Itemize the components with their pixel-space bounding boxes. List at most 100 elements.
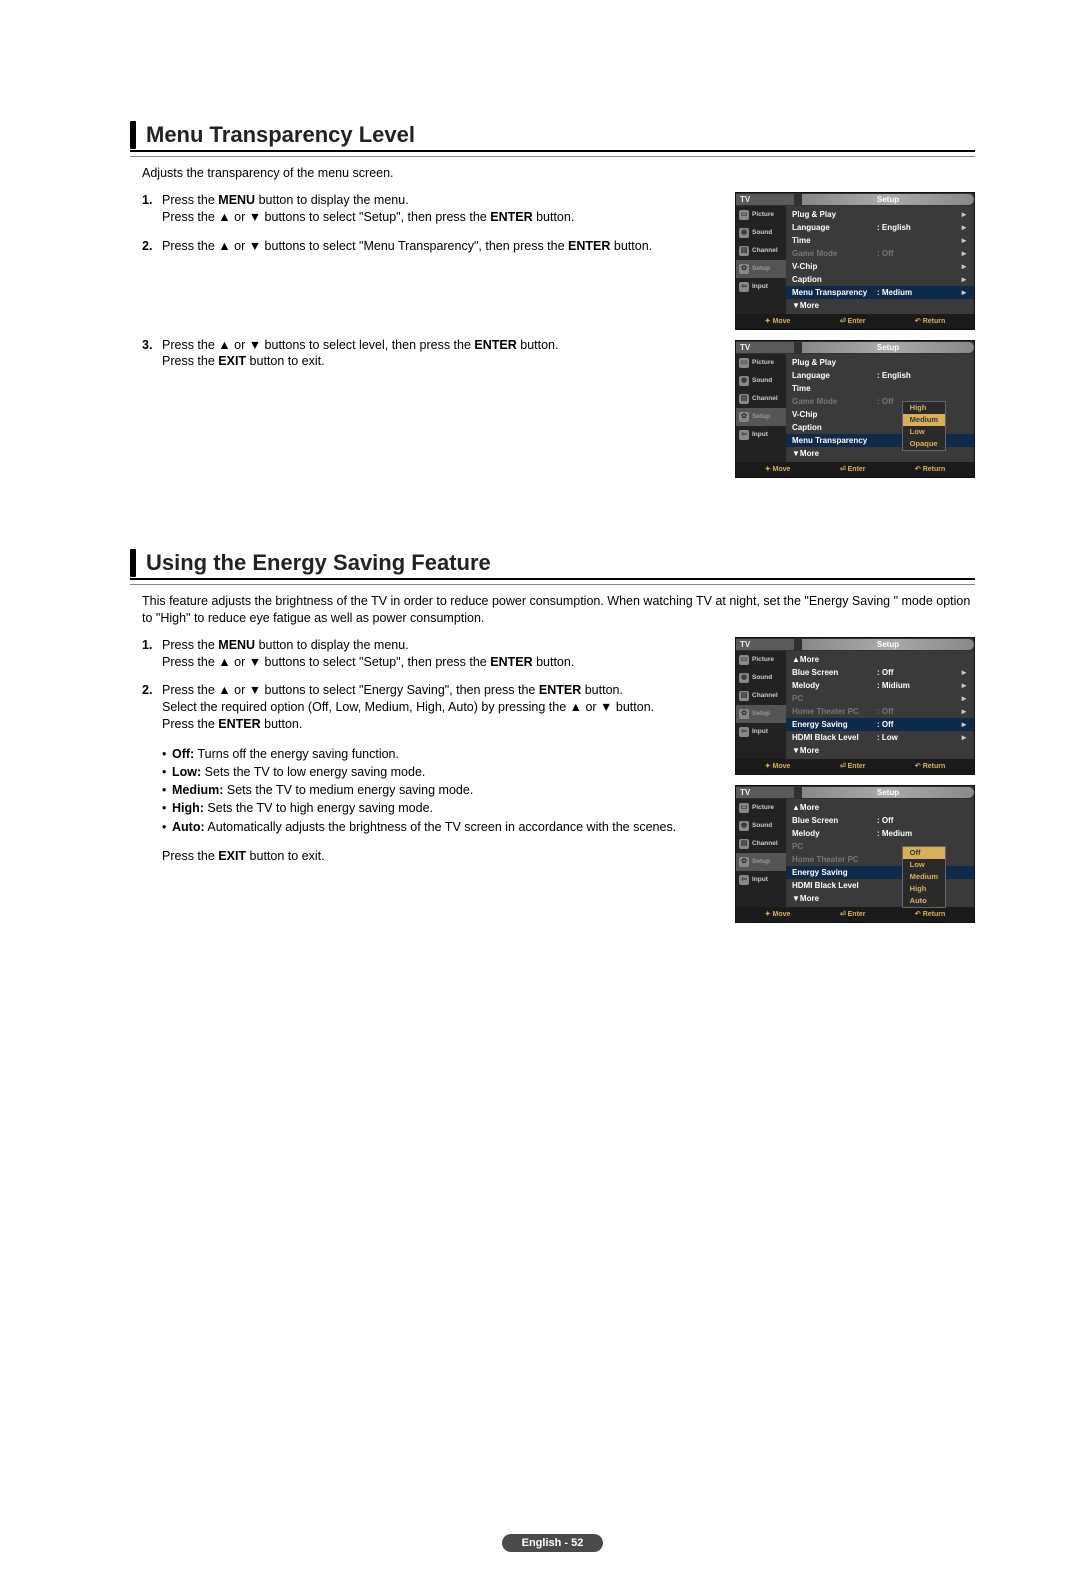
osd-row-label: Caption [792, 423, 877, 432]
osd-row-label: Plug & Play [792, 210, 877, 219]
step-number: 2. [142, 682, 162, 733]
osd-row-label: Melody [792, 681, 877, 690]
osd-side-icon: ⇦ [739, 727, 749, 737]
osd-row-label: Time [792, 236, 877, 245]
osd-side-icon: ◉ [739, 821, 749, 831]
osd-side-icon: ◉ [739, 228, 749, 238]
osd-side-icon: ▭ [739, 803, 749, 813]
osd-side-item: ✿Setup [736, 705, 786, 723]
section2-steps: 1.Press the MENU button to display the m… [130, 637, 713, 733]
osd-popup-item: Low [903, 426, 945, 438]
divider [130, 584, 975, 585]
osd-row-value: Midium [877, 681, 958, 690]
osd-row-label: Game Mode [792, 397, 877, 406]
osd-row-label: Game Mode [792, 249, 877, 258]
osd-side-icon: ▤ [739, 691, 749, 701]
osd-row-value: Medium [877, 288, 958, 297]
osd-side-icon: ⇦ [739, 430, 749, 440]
osd-side-icon: ▤ [739, 246, 749, 256]
section-bar-icon [130, 121, 136, 149]
osd-footer-return: ↶ Return [915, 910, 945, 918]
divider [130, 156, 975, 157]
osd-footer: ✦ Move⏎ Enter↶ Return [736, 759, 974, 774]
chevron-right-icon: ► [958, 668, 968, 677]
osd-row-label: Energy Saving [792, 720, 877, 729]
chevron-right-icon: ► [958, 288, 968, 297]
osd-side-item: ⇦Input [736, 278, 786, 296]
osd-row: Plug & Play► [786, 208, 974, 221]
step-text: Press the MENU button to display the men… [162, 637, 713, 671]
osd-side-item: ✿Setup [736, 408, 786, 426]
osd-row: ▲More [786, 653, 974, 666]
osd-side-label: Picture [752, 359, 774, 366]
osd-main: ▲MoreBlue ScreenOff►MelodyMidium►PC►Home… [786, 651, 974, 759]
page-footer: English - 52 [130, 1533, 975, 1552]
osd-side-label: Setup [752, 413, 770, 420]
osd-footer-return: ↶ Return [915, 317, 945, 325]
osd-screenshot-3: TVSetup▭Picture◉Sound▤Channel✿Setup⇦Inpu… [735, 637, 975, 775]
step-number: 1. [142, 192, 162, 226]
osd-row-label: Time [792, 384, 877, 393]
osd-row: Energy SavingOff► [786, 718, 974, 731]
osd-side-label: Picture [752, 656, 774, 663]
osd-row-label: Menu Transparency [792, 288, 877, 297]
osd-footer: ✦ Move⏎ Enter↶ Return [736, 314, 974, 329]
chevron-right-icon: ► [958, 694, 968, 703]
step-number: 1. [142, 637, 162, 671]
osd-header: TVSetup [736, 786, 974, 799]
osd-row-value: Off [877, 707, 958, 716]
bullet-item: Low: Sets the TV to low energy saving mo… [162, 763, 713, 781]
section-header-1: Menu Transparency Level [130, 120, 975, 152]
bullet-item: Off: Turns off the energy saving functio… [162, 745, 713, 763]
osd-footer-enter: ⏎ Enter [840, 910, 866, 918]
osd-sidebar: ▭Picture◉Sound▤Channel✿Setup⇦Input [736, 354, 786, 462]
osd-row-label: Energy Saving [792, 868, 877, 877]
osd-tab-setup: Setup [802, 639, 974, 650]
osd-row: LanguageEnglish [786, 369, 974, 382]
osd-row-value: Off [877, 668, 958, 677]
osd-side-label: Channel [752, 840, 778, 847]
section-title-1: Menu Transparency Level [142, 120, 421, 150]
chevron-right-icon: ► [958, 707, 968, 716]
osd-row-label: Plug & Play [792, 358, 877, 367]
step-text: Press the ▲ or ▼ buttons to select "Ener… [162, 682, 713, 733]
osd-screenshot-1: TVSetup▭Picture◉Sound▤Channel✿Setup⇦Inpu… [735, 192, 975, 330]
osd-popup-item: Opaque [903, 438, 945, 450]
osd-side-label: Input [752, 876, 768, 883]
osd-row-label: ▼More [792, 746, 877, 755]
osd-side-label: Channel [752, 247, 778, 254]
bullet-item: Medium: Sets the TV to medium energy sav… [162, 781, 713, 799]
osd-popup-item: Low [903, 859, 945, 871]
osd-row: PC► [786, 692, 974, 705]
osd-side-label: Setup [752, 265, 770, 272]
osd-side-label: Setup [752, 710, 770, 717]
osd-row-label: ▼More [792, 301, 877, 310]
osd-side-item: ✿Setup [736, 260, 786, 278]
osd-side-icon: ▭ [739, 655, 749, 665]
osd-main: Plug & Play LanguageEnglish Time Game Mode O… [786, 354, 974, 462]
osd-side-item: ▭Picture [736, 651, 786, 669]
chevron-right-icon: ► [958, 733, 968, 742]
osd-side-label: Sound [752, 674, 772, 681]
osd-row: Caption► [786, 273, 974, 286]
osd-sidebar: ▭Picture◉Sound▤Channel✿Setup⇦Input [736, 799, 786, 907]
osd-footer-enter: ⏎ Enter [840, 762, 866, 770]
osd-popup: OffLowMediumHighAuto [902, 846, 946, 908]
osd-popup-item: Medium [903, 871, 945, 883]
osd-side-icon: ▤ [739, 394, 749, 404]
osd-footer: ✦ Move⏎ Enter↶ Return [736, 462, 974, 477]
osd-row: ▲More [786, 801, 974, 814]
osd-footer-move: ✦ Move [765, 910, 791, 918]
osd-row-label: Menu Transparency [792, 436, 877, 445]
osd-side-item: ◉Sound [736, 224, 786, 242]
osd-row-label: PC [792, 842, 877, 851]
osd-side-icon: ▭ [739, 358, 749, 368]
osd-row-label: HDMI Black Level [792, 881, 877, 890]
osd-row: MelodyMidium► [786, 679, 974, 692]
step-number: 2. [142, 238, 162, 255]
osd-tab-setup: Setup [802, 787, 974, 798]
osd-tab-tv: TV [736, 342, 794, 353]
osd-row: MelodyMedium [786, 827, 974, 840]
osd-row-label: HDMI Black Level [792, 733, 877, 742]
osd-row-label: Home Theater PC [792, 855, 877, 864]
